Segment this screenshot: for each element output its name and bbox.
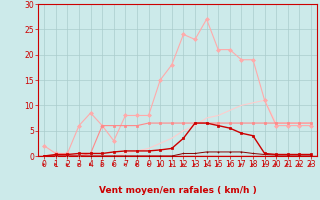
X-axis label: Vent moyen/en rafales ( km/h ): Vent moyen/en rafales ( km/h ) [99,186,256,195]
